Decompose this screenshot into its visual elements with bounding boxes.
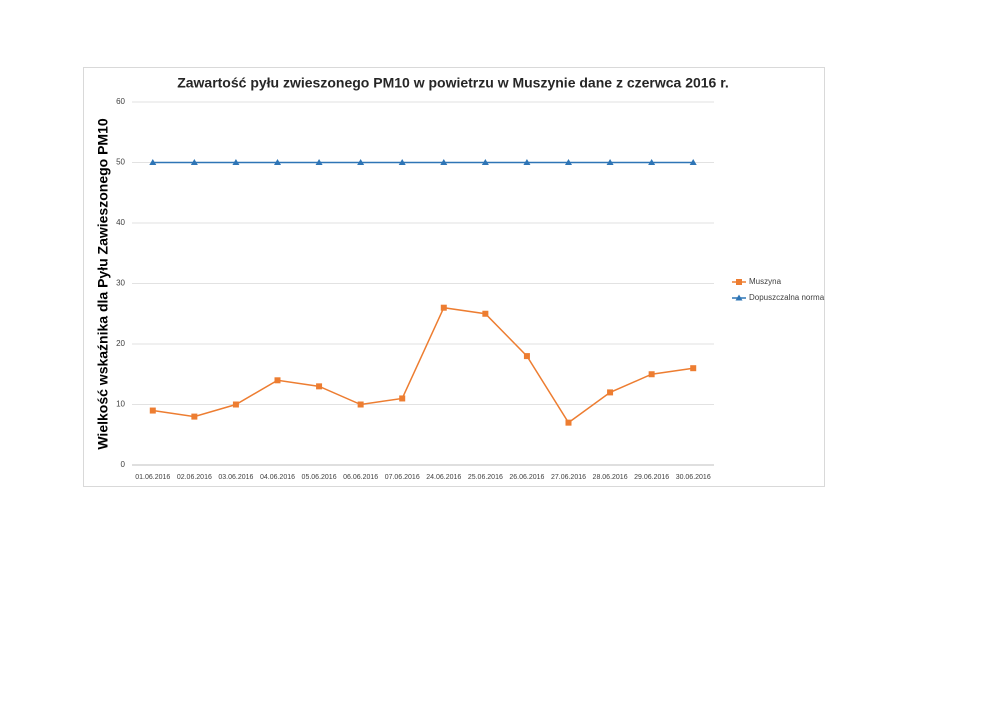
legend-label: Muszyna: [749, 277, 782, 286]
data-point: [190, 159, 198, 165]
data-point: [565, 159, 572, 165]
data-point: [315, 159, 323, 165]
legend-marker: [735, 294, 743, 301]
data-point: [274, 159, 281, 165]
x-tick-label: 30.06.2016: [676, 474, 711, 481]
data-point: [274, 377, 281, 384]
x-tick-label: 06.06.2016: [343, 474, 378, 481]
x-tick-label: 26.06.2016: [509, 474, 544, 481]
chart-frame: [83, 67, 825, 487]
data-point: [523, 159, 531, 165]
x-tick-label: 05.06.2016: [302, 474, 337, 481]
data-point: [482, 310, 489, 317]
legend-marker: [736, 279, 742, 285]
x-tick-label: 25.06.2016: [468, 474, 503, 481]
data-point: [399, 395, 406, 402]
data-point: [398, 159, 406, 165]
data-point: [357, 159, 365, 165]
x-tick-label: 02.06.2016: [177, 474, 212, 481]
x-tick-label: 03.06.2016: [218, 474, 253, 481]
data-point: [440, 159, 448, 165]
y-tick-label: 20: [116, 339, 125, 348]
data-point: [232, 401, 239, 408]
y-axis-label: Wielkość wskaźnika dla Pyłu Zawieszonego…: [95, 118, 111, 450]
x-tick-label: 27.06.2016: [551, 474, 586, 481]
data-point: [648, 371, 655, 378]
x-tick-label: 24.06.2016: [426, 474, 461, 481]
data-point: [690, 365, 697, 372]
data-point: [481, 159, 489, 165]
data-point: [149, 407, 156, 414]
x-tick-label: 04.06.2016: [260, 474, 295, 481]
data-point: [191, 413, 198, 420]
x-tick-label: 01.06.2016: [135, 474, 170, 481]
x-tick-label: 07.06.2016: [385, 474, 420, 481]
x-tick-label: 28.06.2016: [593, 474, 628, 481]
y-tick-label: 30: [116, 279, 125, 288]
data-point: [606, 159, 614, 165]
data-point: [232, 159, 240, 165]
y-tick-label: 50: [116, 158, 125, 167]
chart-title: Zawartość pyłu zwieszonego PM10 w powiet…: [177, 75, 729, 91]
legend-label: Dopuszczalna norma: [749, 293, 825, 302]
y-tick-label: 40: [116, 218, 125, 227]
data-point: [316, 383, 323, 390]
y-tick-label: 10: [116, 400, 125, 409]
y-tick-label: 0: [121, 460, 126, 469]
data-point: [357, 401, 364, 408]
y-tick-label: 60: [116, 97, 125, 106]
data-point: [565, 419, 572, 426]
data-point: [648, 159, 656, 165]
data-point: [440, 304, 447, 311]
x-tick-label: 29.06.2016: [634, 474, 669, 481]
data-point: [149, 159, 157, 165]
data-point: [689, 159, 697, 165]
data-point: [607, 389, 614, 396]
series-line: [152, 306, 694, 424]
data-point: [523, 353, 530, 360]
